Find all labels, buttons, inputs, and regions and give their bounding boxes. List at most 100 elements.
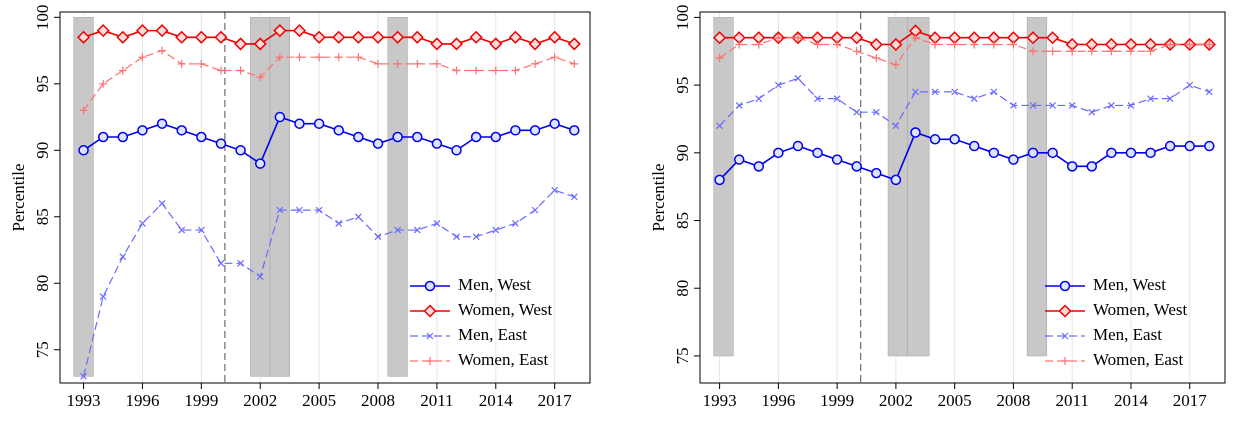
marker [295, 53, 304, 62]
marker [197, 226, 205, 234]
marker [569, 125, 580, 136]
marker [135, 24, 150, 38]
y-tick-label: 75 [673, 347, 692, 364]
marker [372, 138, 384, 149]
marker [315, 53, 324, 62]
marker [430, 37, 444, 51]
marker [256, 73, 265, 82]
marker [911, 33, 920, 42]
marker [312, 30, 326, 44]
marker [853, 108, 861, 116]
marker [491, 66, 500, 75]
marker [567, 37, 581, 51]
series-line [719, 131, 1210, 181]
marker [1087, 47, 1096, 56]
marker [508, 30, 522, 44]
marker [412, 131, 423, 143]
x-tick-label: 2005 [938, 391, 972, 410]
marker [713, 31, 727, 45]
marker [1029, 47, 1038, 56]
x-tick-label: 2002 [243, 391, 277, 410]
y-tick-label: 80 [33, 275, 52, 292]
marker [891, 60, 900, 69]
marker [812, 147, 823, 159]
marker [735, 102, 743, 109]
marker [1046, 31, 1060, 45]
marker [1068, 47, 1077, 56]
marker [371, 30, 385, 44]
marker [833, 95, 841, 103]
marker [99, 79, 108, 88]
marker [1204, 140, 1215, 152]
marker [872, 108, 880, 116]
marker [470, 131, 482, 143]
legend-label: Women, West [458, 300, 552, 319]
x-tick-label: 2011 [1056, 391, 1089, 410]
marker [472, 66, 481, 75]
marker [489, 37, 503, 51]
y-tick-label: 85 [673, 212, 692, 229]
recession-band [387, 17, 408, 377]
marker [792, 140, 804, 152]
marker [1127, 102, 1135, 109]
marker [1088, 108, 1096, 116]
series-line [719, 37, 1210, 66]
series-line [719, 77, 1210, 127]
legend-label: Men, West [458, 275, 531, 294]
marker [929, 134, 941, 145]
marker [175, 30, 189, 44]
marker [99, 293, 107, 300]
marker [158, 200, 166, 207]
marker [715, 54, 724, 63]
marker [335, 220, 343, 227]
marker [1026, 31, 1040, 45]
marker [196, 131, 207, 143]
marker [234, 37, 248, 51]
marker [814, 95, 821, 103]
y-tick-label: 80 [673, 280, 692, 297]
marker [217, 259, 225, 267]
marker [852, 47, 861, 56]
marker [78, 145, 89, 156]
marker [197, 59, 206, 68]
marker [215, 138, 227, 149]
marker [570, 193, 578, 201]
plot-frame [699, 11, 1226, 384]
marker [117, 131, 129, 143]
marker [294, 118, 305, 129]
marker [774, 81, 782, 89]
marker [334, 53, 343, 62]
marker [296, 206, 303, 214]
marker [910, 127, 921, 138]
marker [176, 125, 187, 136]
marker [413, 226, 421, 234]
marker [970, 40, 979, 49]
marker [96, 24, 110, 38]
marker [793, 33, 802, 42]
y-tick-label: 100 [33, 5, 52, 31]
marker [451, 145, 462, 156]
marker [1185, 40, 1194, 49]
marker [931, 40, 940, 49]
x-tick-label: 2002 [879, 391, 913, 410]
marker [529, 125, 541, 136]
marker [410, 30, 424, 44]
marker [550, 53, 559, 62]
marker [969, 140, 980, 152]
marker [351, 30, 365, 44]
series-line [83, 49, 575, 111]
marker [472, 233, 480, 241]
x-tick-label: 1999 [820, 391, 854, 410]
recession-band [250, 17, 271, 377]
marker [1008, 154, 1019, 165]
marker [511, 220, 519, 227]
x-tick-label: 2014 [1114, 391, 1149, 410]
panel: 1993 1996 1999 2002 2005 2008 2011 2014 2017 75 80… [9, 5, 591, 410]
marker [236, 66, 245, 75]
marker [139, 220, 146, 227]
marker [990, 88, 998, 96]
x-tick-label: 2017 [1173, 391, 1208, 410]
marker [531, 206, 539, 214]
marker [315, 206, 323, 214]
marker [735, 40, 744, 49]
